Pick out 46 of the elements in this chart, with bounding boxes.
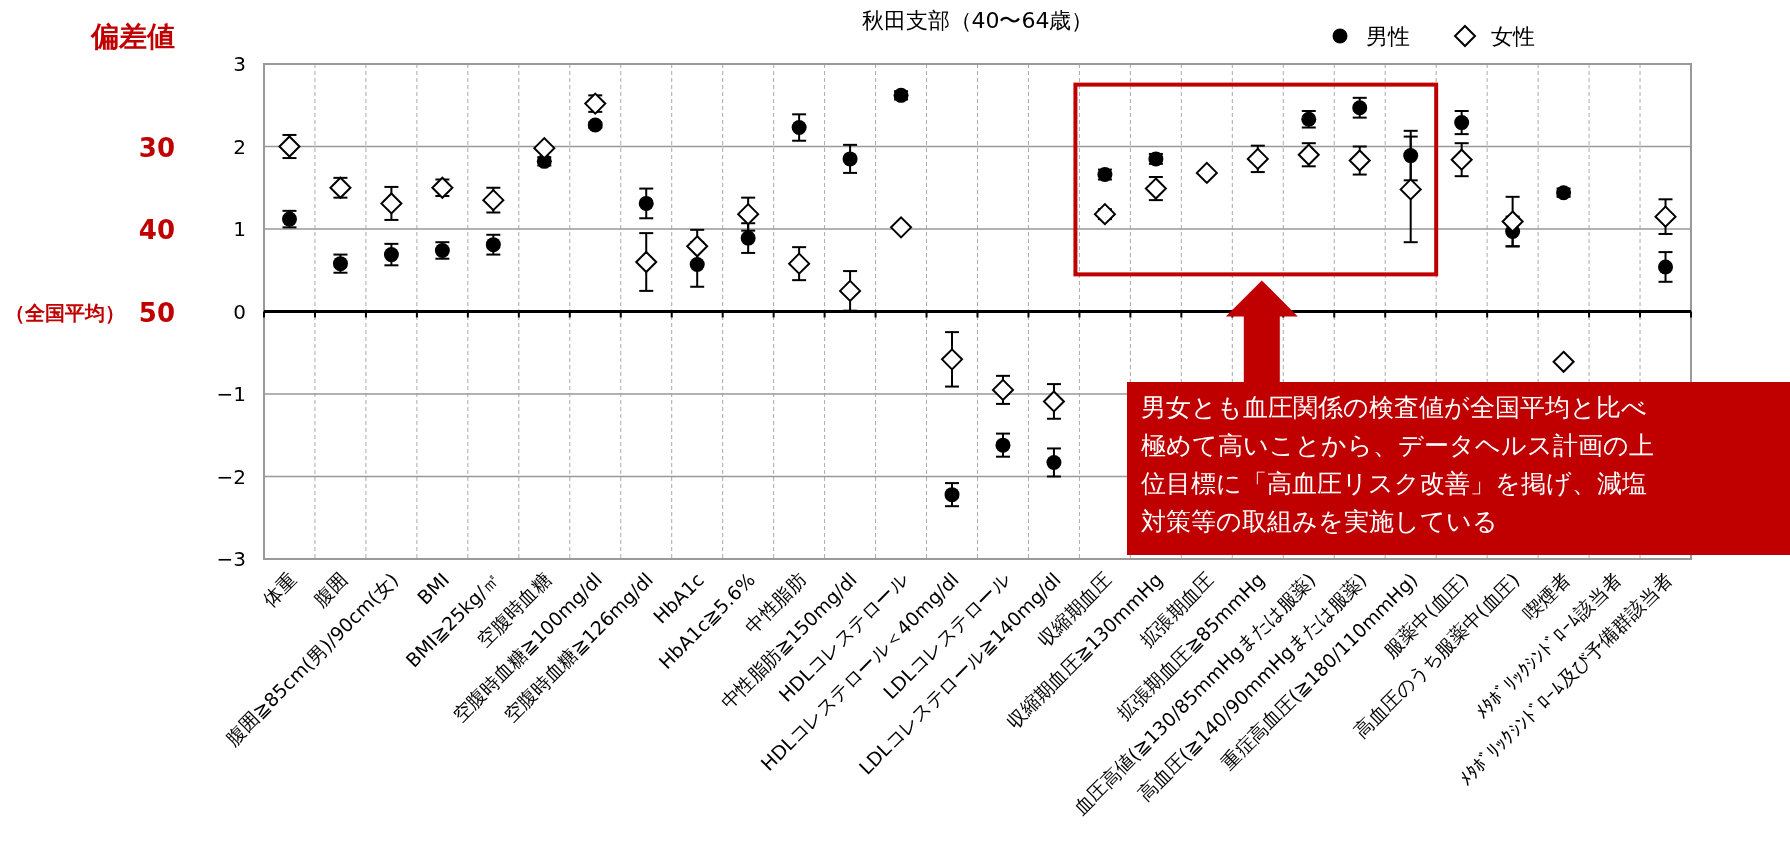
point xyxy=(638,195,654,211)
point xyxy=(485,237,501,253)
y-tick-label: 3 xyxy=(233,52,246,76)
point xyxy=(533,137,556,160)
legend-label: 女性 xyxy=(1491,24,1535,49)
legend-label: 男性 xyxy=(1366,24,1410,49)
point xyxy=(791,120,807,136)
point xyxy=(686,235,709,258)
y2-tick-label: 50 xyxy=(138,297,175,328)
point xyxy=(1552,350,1575,373)
y-tick-label: −2 xyxy=(216,464,246,489)
point xyxy=(1042,390,1065,413)
point xyxy=(380,192,403,215)
point xyxy=(995,437,1011,453)
point xyxy=(740,230,756,246)
annotation: 男女とも血圧関係の検査値が全国平均と比べ極めて高いことから、データヘルス計画の上位目標に「高血圧リスク改善」を掲げ、減塩対策等の取組みを実施している xyxy=(1141,393,1654,536)
chart-title: 秋田支部（40〜64歳） xyxy=(861,8,1094,33)
point xyxy=(1046,454,1062,470)
y-tick-label: −3 xyxy=(216,547,246,571)
point xyxy=(1348,149,1371,172)
y-tick-label: 2 xyxy=(233,134,246,159)
y2-tick-label: 30 xyxy=(138,132,175,163)
x-tick-label: 体重 xyxy=(257,568,301,611)
point xyxy=(635,251,658,273)
point xyxy=(1658,259,1674,275)
y-tick-label: 0 xyxy=(233,299,246,324)
point xyxy=(890,216,913,239)
point xyxy=(1501,210,1524,233)
point xyxy=(737,203,760,226)
point xyxy=(941,348,964,371)
point xyxy=(383,247,399,263)
point xyxy=(842,151,858,167)
point xyxy=(1352,100,1368,116)
y-tick-label: 1 xyxy=(233,217,246,241)
y-tick-label: −1 xyxy=(216,382,246,406)
text: （全国平均） xyxy=(5,300,125,325)
y2-tick-label: 40 xyxy=(138,215,175,245)
point xyxy=(1454,115,1470,131)
point xyxy=(839,279,862,302)
y2-axis-title: 偏差値 xyxy=(90,20,175,53)
point xyxy=(1195,161,1218,184)
point xyxy=(1399,178,1422,201)
point xyxy=(1450,148,1473,171)
point xyxy=(788,252,811,275)
point xyxy=(1654,205,1677,228)
point xyxy=(944,487,960,503)
